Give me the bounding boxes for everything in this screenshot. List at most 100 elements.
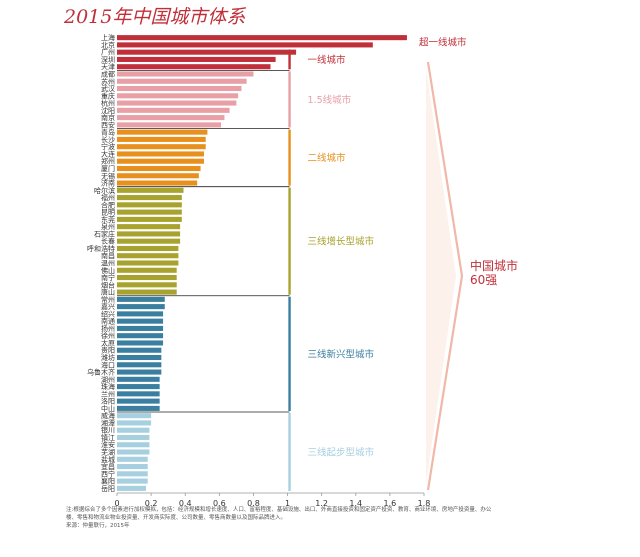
bar	[117, 136, 206, 142]
city-label: 芜湖	[101, 448, 115, 457]
x-tick-label: 1.6	[384, 499, 397, 508]
bar	[117, 485, 146, 491]
bar	[117, 56, 276, 62]
bar	[117, 245, 179, 251]
bracket-label: 中国城市	[470, 258, 518, 273]
bar	[117, 449, 150, 455]
bar	[117, 144, 206, 150]
bar	[117, 35, 407, 41]
bar	[117, 464, 148, 470]
city-label: 沈阳	[101, 106, 115, 115]
city-label: 太原	[101, 338, 115, 347]
city-label: 岳阳	[101, 484, 115, 493]
bar	[117, 202, 182, 208]
city-label: 泉州	[101, 222, 115, 231]
bar	[117, 195, 182, 201]
tier-label: 1.5线城市	[308, 94, 352, 106]
city-label: 福州	[101, 193, 115, 202]
bar	[117, 129, 208, 135]
city-label: 兰州	[101, 389, 115, 398]
bar	[117, 282, 177, 288]
x-tick-label: 1	[285, 499, 290, 508]
city-label: 郑州	[101, 158, 115, 166]
bar	[117, 64, 271, 70]
city-label: 洛阳	[101, 397, 115, 406]
city-label: 常州	[101, 295, 115, 304]
city-label: 长春	[101, 237, 115, 246]
city-label: 潍坊	[101, 353, 115, 362]
footnote-text: 注:根据综合了多个因素进行加权模拟，包括：经济规模和增长速度、人口、富裕程度、基…	[66, 507, 492, 521]
tier-label: 三线增长型城市	[308, 236, 375, 248]
bar	[117, 115, 225, 121]
city-label: 青岛	[101, 128, 115, 137]
bar	[117, 231, 181, 237]
city-labels: 上海北京广州深圳天津成都苏州武汉重庆杭州沈阳南京西安青岛长沙宁波大连郑州厦门无锡…	[87, 33, 115, 493]
bar	[117, 42, 373, 48]
city-label: 淮安	[101, 440, 115, 449]
bar	[117, 318, 164, 324]
bar	[117, 391, 160, 397]
city-label: 宜昌	[101, 462, 115, 471]
bar	[117, 289, 177, 295]
city-label: 徐州	[101, 331, 115, 340]
city-label: 西安	[101, 120, 115, 129]
city-label: 深圳	[101, 55, 115, 64]
city-label: 呼和浩特	[87, 244, 115, 253]
bar	[117, 253, 179, 259]
bar	[117, 49, 297, 55]
bar	[117, 216, 182, 222]
bar	[117, 187, 184, 193]
city-label: 威海	[101, 411, 115, 420]
bar	[117, 354, 162, 361]
bar	[117, 420, 152, 426]
chart-footnote: 注:根据综合了多个因素进行加权模拟，包括：经济规模和增长速度、人口、富裕程度、基…	[66, 506, 496, 530]
city-label: 合肥	[101, 200, 115, 209]
bar	[117, 209, 182, 215]
city-label: 无锡	[101, 171, 115, 180]
city-label: 南宁	[101, 273, 115, 282]
tier-label: 二线城市	[308, 152, 347, 164]
city-label: 大连	[101, 149, 115, 158]
bar	[117, 93, 239, 99]
bar	[117, 434, 150, 441]
city-label: 西宁	[101, 469, 115, 478]
tier-label: 三线新兴型城市	[308, 348, 375, 360]
city-label: 厦门	[101, 164, 115, 173]
bar	[117, 238, 181, 244]
city-label: 佛山	[101, 266, 115, 275]
bar	[117, 122, 222, 128]
bar	[117, 456, 148, 462]
bracket-label: 60强	[470, 273, 497, 287]
city-label: 海口	[101, 360, 115, 369]
city-label: 昆明	[101, 209, 115, 217]
city-label: 唐山	[101, 288, 115, 297]
city-label: 武汉	[101, 84, 115, 93]
bar	[117, 442, 150, 448]
city-label: 温州	[101, 259, 115, 268]
bar	[117, 311, 164, 317]
city-label: 嘉兴	[101, 302, 115, 311]
bar	[117, 78, 247, 84]
x-tick-label: 0.6	[213, 499, 226, 508]
bar	[117, 362, 162, 368]
city-label: 南通	[101, 317, 115, 326]
city-label: 杭州	[101, 99, 115, 108]
city-label: 盐城	[101, 455, 115, 464]
bracket-fill	[426, 68, 456, 484]
city-label: 苏州	[101, 77, 115, 86]
city-label: 广州	[101, 48, 115, 57]
tier-label: 三线起步型城市	[308, 447, 375, 459]
city-label: 银川	[101, 426, 115, 435]
bar	[117, 471, 148, 477]
city-label: 长沙	[101, 135, 115, 144]
bar	[117, 398, 160, 404]
city-label: 镇江	[101, 433, 115, 442]
city-label: 南京	[101, 113, 115, 122]
bar	[117, 376, 160, 382]
city-label: 绍兴	[101, 309, 115, 318]
bar	[117, 427, 150, 433]
bar	[117, 100, 237, 106]
